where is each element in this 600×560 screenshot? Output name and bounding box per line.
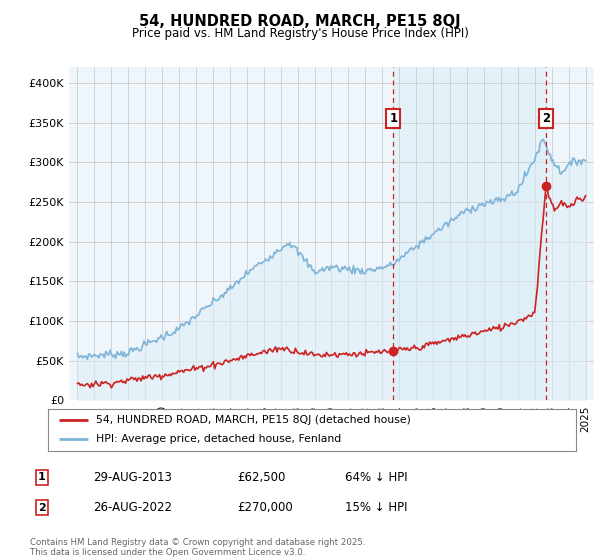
Text: Contains HM Land Registry data © Crown copyright and database right 2025.
This d: Contains HM Land Registry data © Crown c… (30, 538, 365, 557)
Text: 1: 1 (389, 112, 398, 125)
Text: 29-AUG-2013: 29-AUG-2013 (93, 470, 172, 484)
Text: 54, HUNDRED ROAD, MARCH, PE15 8QJ (detached house): 54, HUNDRED ROAD, MARCH, PE15 8QJ (detac… (95, 415, 410, 425)
Text: Price paid vs. HM Land Registry's House Price Index (HPI): Price paid vs. HM Land Registry's House … (131, 27, 469, 40)
Text: 64% ↓ HPI: 64% ↓ HPI (345, 470, 407, 484)
Text: £270,000: £270,000 (237, 501, 293, 515)
Text: HPI: Average price, detached house, Fenland: HPI: Average price, detached house, Fenl… (95, 435, 341, 445)
Text: 54, HUNDRED ROAD, MARCH, PE15 8QJ: 54, HUNDRED ROAD, MARCH, PE15 8QJ (139, 14, 461, 29)
Text: 26-AUG-2022: 26-AUG-2022 (93, 501, 172, 515)
Text: £62,500: £62,500 (237, 470, 286, 484)
Text: 2: 2 (542, 112, 550, 125)
Text: 15% ↓ HPI: 15% ↓ HPI (345, 501, 407, 515)
Text: 1: 1 (38, 472, 46, 482)
Text: 2: 2 (38, 503, 46, 513)
Bar (394, 67, 546, 400)
